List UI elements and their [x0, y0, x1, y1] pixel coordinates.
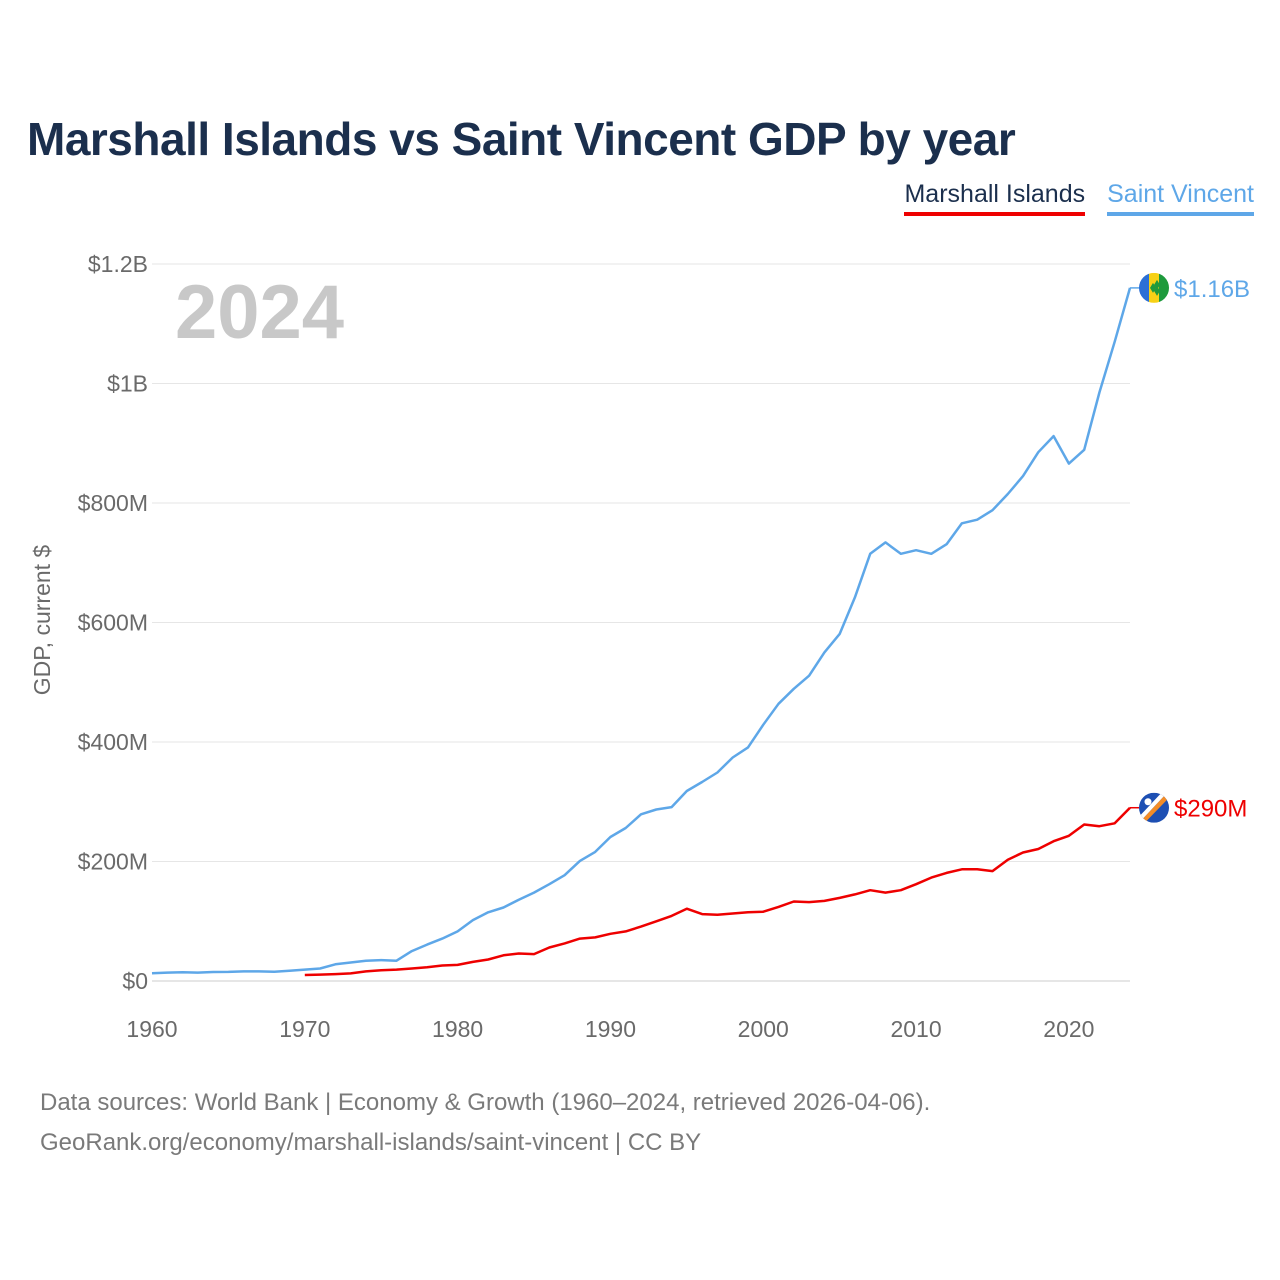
gdp-line-chart: $0$200M$400M$600M$800M$1B$1.2B 1960 1970 1…	[29, 251, 1250, 1042]
y-tick-label: $1.2B	[88, 251, 148, 277]
y-tick-label: $1B	[107, 371, 148, 397]
y-tick-label: $0	[122, 968, 148, 994]
x-tick-label: 1970	[279, 1016, 330, 1042]
end-labels: $1.16B $290M	[1130, 272, 1250, 823]
y-tick-label: $600M	[78, 610, 148, 636]
source-line-1: Data sources: World Bank | Economy & Gro…	[40, 1089, 931, 1116]
x-tick-label: 2000	[738, 1016, 789, 1042]
x-axis-ticks: 1960 1970 1980 1990 2000 2010 2020	[126, 1016, 1094, 1042]
end-label-saint-vincent: $1.16B	[1174, 276, 1250, 303]
series-line-marshall-islands	[304, 806, 1131, 977]
saint-vincent-flag-icon	[1139, 272, 1169, 303]
x-tick-label: 2020	[1043, 1016, 1094, 1042]
legend: Marshall Islands Saint Vincent	[904, 180, 1254, 216]
legend-item-marshall-islands[interactable]: Marshall Islands	[904, 180, 1086, 216]
y-tick-label: $400M	[78, 729, 148, 755]
x-tick-label: 2010	[890, 1016, 941, 1042]
source-line-2[interactable]: GeoRank.org/economy/marshall-islands/sai…	[40, 1129, 702, 1156]
end-label-marshall-islands: $290M	[1174, 796, 1247, 823]
y-axis-ticks: $0 $200M $400M $600M $800M $1B $1.2B	[78, 251, 148, 994]
legend-item-saint-vincent[interactable]: Saint Vincent	[1107, 180, 1254, 216]
x-tick-label: 1980	[432, 1016, 483, 1042]
chart-title: Marshall Islands vs Saint Vincent GDP by…	[27, 113, 1016, 165]
overlay-year: 2024	[175, 270, 344, 355]
y-axis-label: GDP, current $	[29, 545, 55, 696]
x-tick-label: 1960	[126, 1016, 177, 1042]
series-lines	[151, 287, 1132, 977]
source-note: Data sources: World Bank | Economy & Gro…	[40, 1083, 930, 1163]
series-line-saint-vincent	[151, 287, 1132, 975]
y-tick-label: $200M	[78, 849, 148, 875]
y-tick-label: $800M	[78, 490, 148, 516]
marshall-islands-flag-icon	[1139, 792, 1169, 823]
x-tick-label: 1990	[585, 1016, 636, 1042]
gridlines	[152, 263, 1130, 982]
